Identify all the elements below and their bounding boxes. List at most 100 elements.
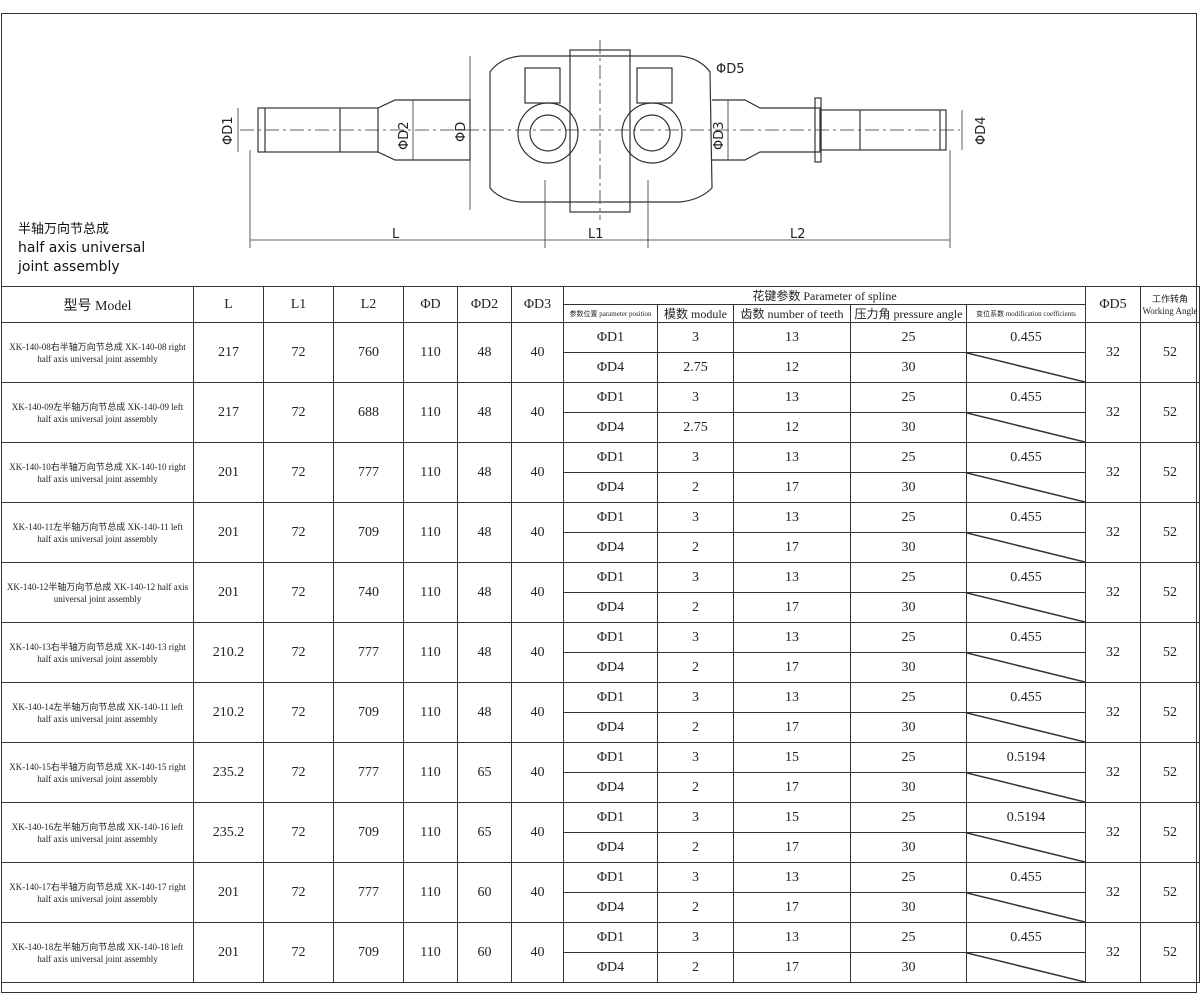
teeth-cell: 17 bbox=[733, 952, 851, 983]
d3-cell: 40 bbox=[511, 742, 564, 803]
diagonal-slash bbox=[967, 713, 1085, 742]
pressure-angle-cell: 30 bbox=[850, 832, 967, 863]
table-row: XK-140-18左半轴万向节总成 XK-140-18 left half ax… bbox=[1, 922, 1200, 983]
pressure-angle-cell: 25 bbox=[850, 382, 967, 413]
diagonal-slash bbox=[967, 413, 1085, 442]
working-angle-cell: 52 bbox=[1140, 922, 1200, 983]
title-en-line1: half axis universal bbox=[18, 240, 146, 256]
position-cell: ΦD1 bbox=[563, 742, 658, 773]
header-angle-en: Working Angle bbox=[1142, 305, 1198, 316]
d3-cell: 40 bbox=[511, 862, 564, 923]
pressure-angle-cell: 30 bbox=[850, 712, 967, 743]
pressure-angle-cell: 25 bbox=[850, 622, 967, 653]
pressure-angle-cell: 30 bbox=[850, 472, 967, 503]
module-cell: 2 bbox=[657, 652, 734, 683]
working-angle-cell: 52 bbox=[1140, 562, 1200, 623]
model-cell: XK-140-08右半轴万向节总成 XK-140-08 right half a… bbox=[1, 322, 194, 383]
table-row: XK-140-11左半轴万向节总成 XK-140-11 left half ax… bbox=[1, 502, 1200, 563]
d-cell: 110 bbox=[403, 802, 458, 863]
teeth-cell: 13 bbox=[733, 682, 851, 713]
l-cell: 201 bbox=[193, 442, 264, 503]
d2-cell: 48 bbox=[457, 562, 512, 623]
teeth-cell: 13 bbox=[733, 622, 851, 653]
table-row: XK-140-13右半轴万向节总成 XK-140-13 right half a… bbox=[1, 622, 1200, 683]
pressure-angle-cell: 25 bbox=[850, 862, 967, 893]
l1-cell: 72 bbox=[263, 622, 334, 683]
l-cell: 201 bbox=[193, 562, 264, 623]
module-cell: 2 bbox=[657, 832, 734, 863]
l2-cell: 709 bbox=[333, 502, 404, 563]
l2-cell: 709 bbox=[333, 802, 404, 863]
d5-cell: 32 bbox=[1085, 682, 1141, 743]
d5-cell: 32 bbox=[1085, 562, 1141, 623]
model-cell: XK-140-16左半轴万向节总成 XK-140-16 left half ax… bbox=[1, 802, 194, 863]
title-en-line2: joint assembly bbox=[18, 259, 120, 275]
d5-cell: 32 bbox=[1085, 382, 1141, 443]
title-cn: 半轴万向节总成 bbox=[18, 222, 110, 237]
l-cell: 235.2 bbox=[193, 802, 264, 863]
teeth-cell: 12 bbox=[733, 412, 851, 443]
d3-cell: 40 bbox=[511, 502, 564, 563]
d3-cell: 40 bbox=[511, 622, 564, 683]
diagonal-slash bbox=[967, 473, 1085, 502]
table-row: XK-140-10右半轴万向节总成 XK-140-10 right half a… bbox=[1, 442, 1200, 503]
l2-cell: 777 bbox=[333, 622, 404, 683]
model-cell: XK-140-09左半轴万向节总成 XK-140-09 left half ax… bbox=[1, 382, 194, 443]
l2-cell: 777 bbox=[333, 442, 404, 503]
working-angle-cell: 52 bbox=[1140, 862, 1200, 923]
pressure-angle-cell: 25 bbox=[850, 682, 967, 713]
model-cell: XK-140-12半轴万向节总成 XK-140-12 half axis uni… bbox=[1, 562, 194, 623]
teeth-cell: 12 bbox=[733, 352, 851, 383]
header-d: ΦD bbox=[403, 286, 458, 323]
header-module: 模数 module bbox=[657, 304, 734, 323]
l1-cell: 72 bbox=[263, 862, 334, 923]
coef-cell: 0.455 bbox=[966, 922, 1086, 953]
position-cell: ΦD4 bbox=[563, 652, 658, 683]
model-cell: XK-140-15右半轴万向节总成 XK-140-15 right half a… bbox=[1, 742, 194, 803]
working-angle-cell: 52 bbox=[1140, 742, 1200, 803]
coef-empty-cell bbox=[966, 412, 1086, 443]
l1-cell: 72 bbox=[263, 742, 334, 803]
diagonal-slash bbox=[967, 353, 1085, 382]
table-subrow: ΦD4 2 17 30 bbox=[2, 832, 1200, 863]
working-angle-cell: 52 bbox=[1140, 322, 1200, 383]
d5-cell: 32 bbox=[1085, 622, 1141, 683]
d5-cell: 32 bbox=[1085, 442, 1141, 503]
position-cell: ΦD1 bbox=[563, 442, 658, 473]
position-cell: ΦD4 bbox=[563, 772, 658, 803]
d2-cell: 48 bbox=[457, 322, 512, 383]
pressure-angle-cell: 30 bbox=[850, 652, 967, 683]
table-row: XK-140-17右半轴万向节总成 XK-140-17 right half a… bbox=[1, 862, 1200, 923]
d-cell: 110 bbox=[403, 922, 458, 983]
l2-cell: 760 bbox=[333, 322, 404, 383]
header-l1: L1 bbox=[263, 286, 334, 323]
left-shaft bbox=[257, 99, 471, 161]
title-block: 半轴万向节总成 half axis universal joint assemb… bbox=[18, 220, 145, 277]
position-cell: ΦD4 bbox=[563, 532, 658, 563]
teeth-cell: 17 bbox=[733, 472, 851, 503]
d2-cell: 48 bbox=[457, 502, 512, 563]
d-cell: 110 bbox=[403, 502, 458, 563]
working-angle-cell: 52 bbox=[1140, 502, 1200, 563]
module-cell: 2 bbox=[657, 772, 734, 803]
header-position: 参数位置 parameter position bbox=[563, 304, 658, 323]
coef-cell: 0.455 bbox=[966, 442, 1086, 473]
teeth-cell: 15 bbox=[733, 742, 851, 773]
teeth-cell: 15 bbox=[733, 802, 851, 833]
pressure-angle-cell: 30 bbox=[850, 592, 967, 623]
module-cell: 2 bbox=[657, 712, 734, 743]
pressure-angle-cell: 30 bbox=[850, 412, 967, 443]
header-l: L bbox=[193, 286, 264, 323]
pressure-angle-cell: 25 bbox=[850, 802, 967, 833]
module-cell: 3 bbox=[657, 382, 734, 413]
l-cell: 201 bbox=[193, 862, 264, 923]
d3-cell: 40 bbox=[511, 922, 564, 983]
coef-cell: 0.455 bbox=[966, 682, 1086, 713]
model-cell: XK-140-11左半轴万向节总成 XK-140-11 left half ax… bbox=[1, 502, 194, 563]
teeth-cell: 17 bbox=[733, 592, 851, 623]
diagonal-slash bbox=[967, 773, 1085, 802]
header-spline: 花键参数 Parameter of spline bbox=[563, 286, 1086, 305]
d5-cell: 32 bbox=[1085, 862, 1141, 923]
label-l2: L2 bbox=[790, 227, 806, 242]
module-cell: 2.75 bbox=[657, 352, 734, 383]
